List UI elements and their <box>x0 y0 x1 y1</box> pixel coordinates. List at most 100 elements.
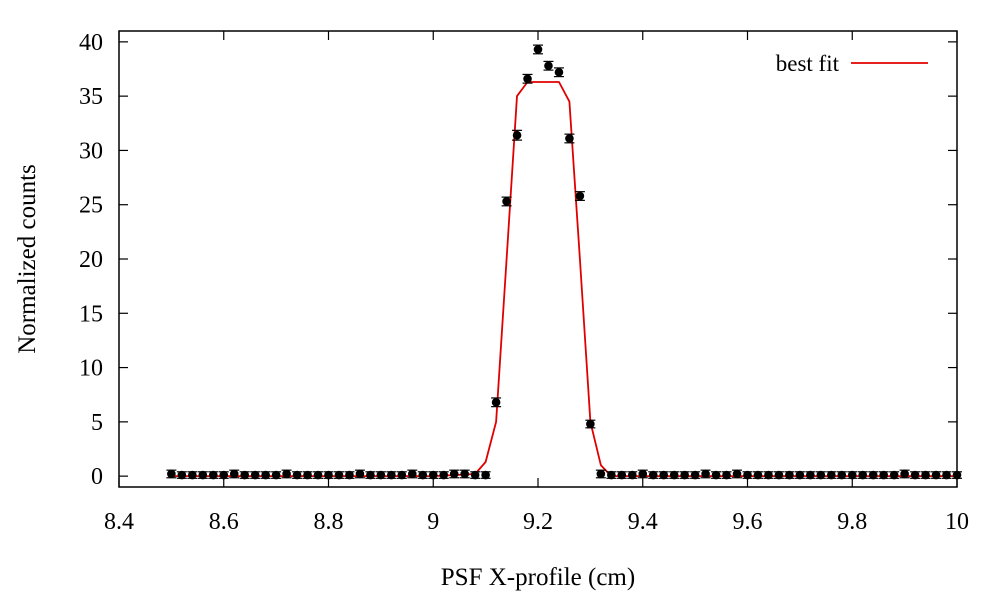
data-marker <box>250 470 260 480</box>
data-point <box>428 470 439 480</box>
x-tick-label: 9.8 <box>837 509 867 535</box>
y-tick-label: 0 <box>91 464 103 490</box>
data-marker <box>418 470 428 480</box>
data-marker <box>271 470 281 480</box>
data-marker <box>334 470 344 480</box>
data-marker <box>648 470 658 480</box>
data-marker <box>355 469 365 479</box>
data-point <box>732 469 743 479</box>
data-point <box>700 469 711 479</box>
data-point <box>585 419 596 429</box>
data-marker <box>240 470 249 480</box>
x-tick-label: 9 <box>427 509 439 535</box>
data-marker <box>785 470 794 480</box>
data-marker <box>868 470 878 480</box>
data-marker <box>470 470 480 480</box>
data-point <box>176 470 187 480</box>
data-marker <box>921 470 930 480</box>
data-marker <box>229 469 239 479</box>
data-point <box>438 470 449 480</box>
data-marker <box>607 470 616 480</box>
x-tick-label: 8.8 <box>314 509 344 535</box>
data-marker <box>690 470 700 480</box>
data-point <box>941 470 952 480</box>
data-marker <box>219 470 229 480</box>
data-points-layer <box>166 44 962 480</box>
x-tick-label: 9.6 <box>733 509 763 535</box>
data-marker <box>753 470 763 480</box>
y-tick-label: 35 <box>79 84 103 110</box>
data-point <box>543 60 554 71</box>
data-point <box>805 470 816 480</box>
data-point <box>208 470 219 480</box>
data-marker <box>575 191 585 201</box>
data-marker <box>208 470 218 480</box>
data-point <box>218 470 229 480</box>
data-point <box>281 469 292 479</box>
data-marker <box>711 470 721 480</box>
data-marker <box>408 469 417 479</box>
data-point <box>323 470 334 480</box>
x-tick-label: 9.2 <box>523 509 553 535</box>
data-point <box>333 470 344 480</box>
data-point <box>365 470 376 480</box>
y-tick-label: 40 <box>79 30 103 56</box>
data-marker <box>638 469 648 479</box>
data-point <box>302 470 313 480</box>
data-marker <box>847 470 857 480</box>
data-marker <box>198 470 208 480</box>
data-marker <box>837 470 847 480</box>
data-point <box>166 469 177 479</box>
data-marker <box>292 470 302 480</box>
data-marker <box>481 470 490 480</box>
data-point <box>313 470 324 480</box>
data-marker <box>900 469 909 479</box>
data-marker <box>167 469 176 479</box>
data-point <box>826 470 837 480</box>
data-point <box>396 470 407 480</box>
data-point <box>679 470 690 480</box>
data-marker <box>627 470 637 480</box>
axis-ticks <box>118 31 958 487</box>
data-point <box>407 469 418 479</box>
data-point <box>501 196 512 207</box>
data-point <box>606 470 617 480</box>
data-marker <box>722 470 731 480</box>
data-marker <box>764 470 773 480</box>
fit-layer <box>171 81 957 478</box>
plot-frame <box>118 30 958 488</box>
data-marker <box>952 470 962 480</box>
data-point <box>899 469 910 479</box>
data-point <box>292 470 303 480</box>
data-point <box>658 470 669 480</box>
data-point <box>480 470 491 480</box>
y-tick-label: 10 <box>79 356 103 382</box>
data-point <box>773 470 784 480</box>
legend-label-best-fit: best fit <box>776 51 840 76</box>
data-marker <box>586 419 595 429</box>
data-point <box>857 470 868 480</box>
data-marker <box>523 74 532 84</box>
data-point <box>470 470 481 480</box>
data-point <box>752 470 763 480</box>
data-point <box>522 73 533 84</box>
data-point <box>417 470 428 480</box>
data-point <box>595 469 606 479</box>
data-marker <box>449 469 459 479</box>
data-point <box>574 191 585 201</box>
data-marker <box>617 470 627 480</box>
data-point <box>229 469 240 479</box>
data-point <box>375 470 386 480</box>
data-marker <box>303 470 312 480</box>
data-marker <box>680 470 689 480</box>
data-point <box>354 469 365 479</box>
data-marker <box>460 469 469 479</box>
data-marker <box>533 45 543 54</box>
data-marker <box>931 470 941 480</box>
x-tick-label: 9.4 <box>628 509 658 535</box>
data-marker <box>428 470 438 480</box>
x-tick-labels: 8.4 8.6 8.8 9 9.2 9.4 9.6 9.8 10 <box>104 509 969 535</box>
x-tick-label: 10 <box>945 509 969 535</box>
data-marker <box>502 197 511 206</box>
data-marker <box>324 470 333 480</box>
